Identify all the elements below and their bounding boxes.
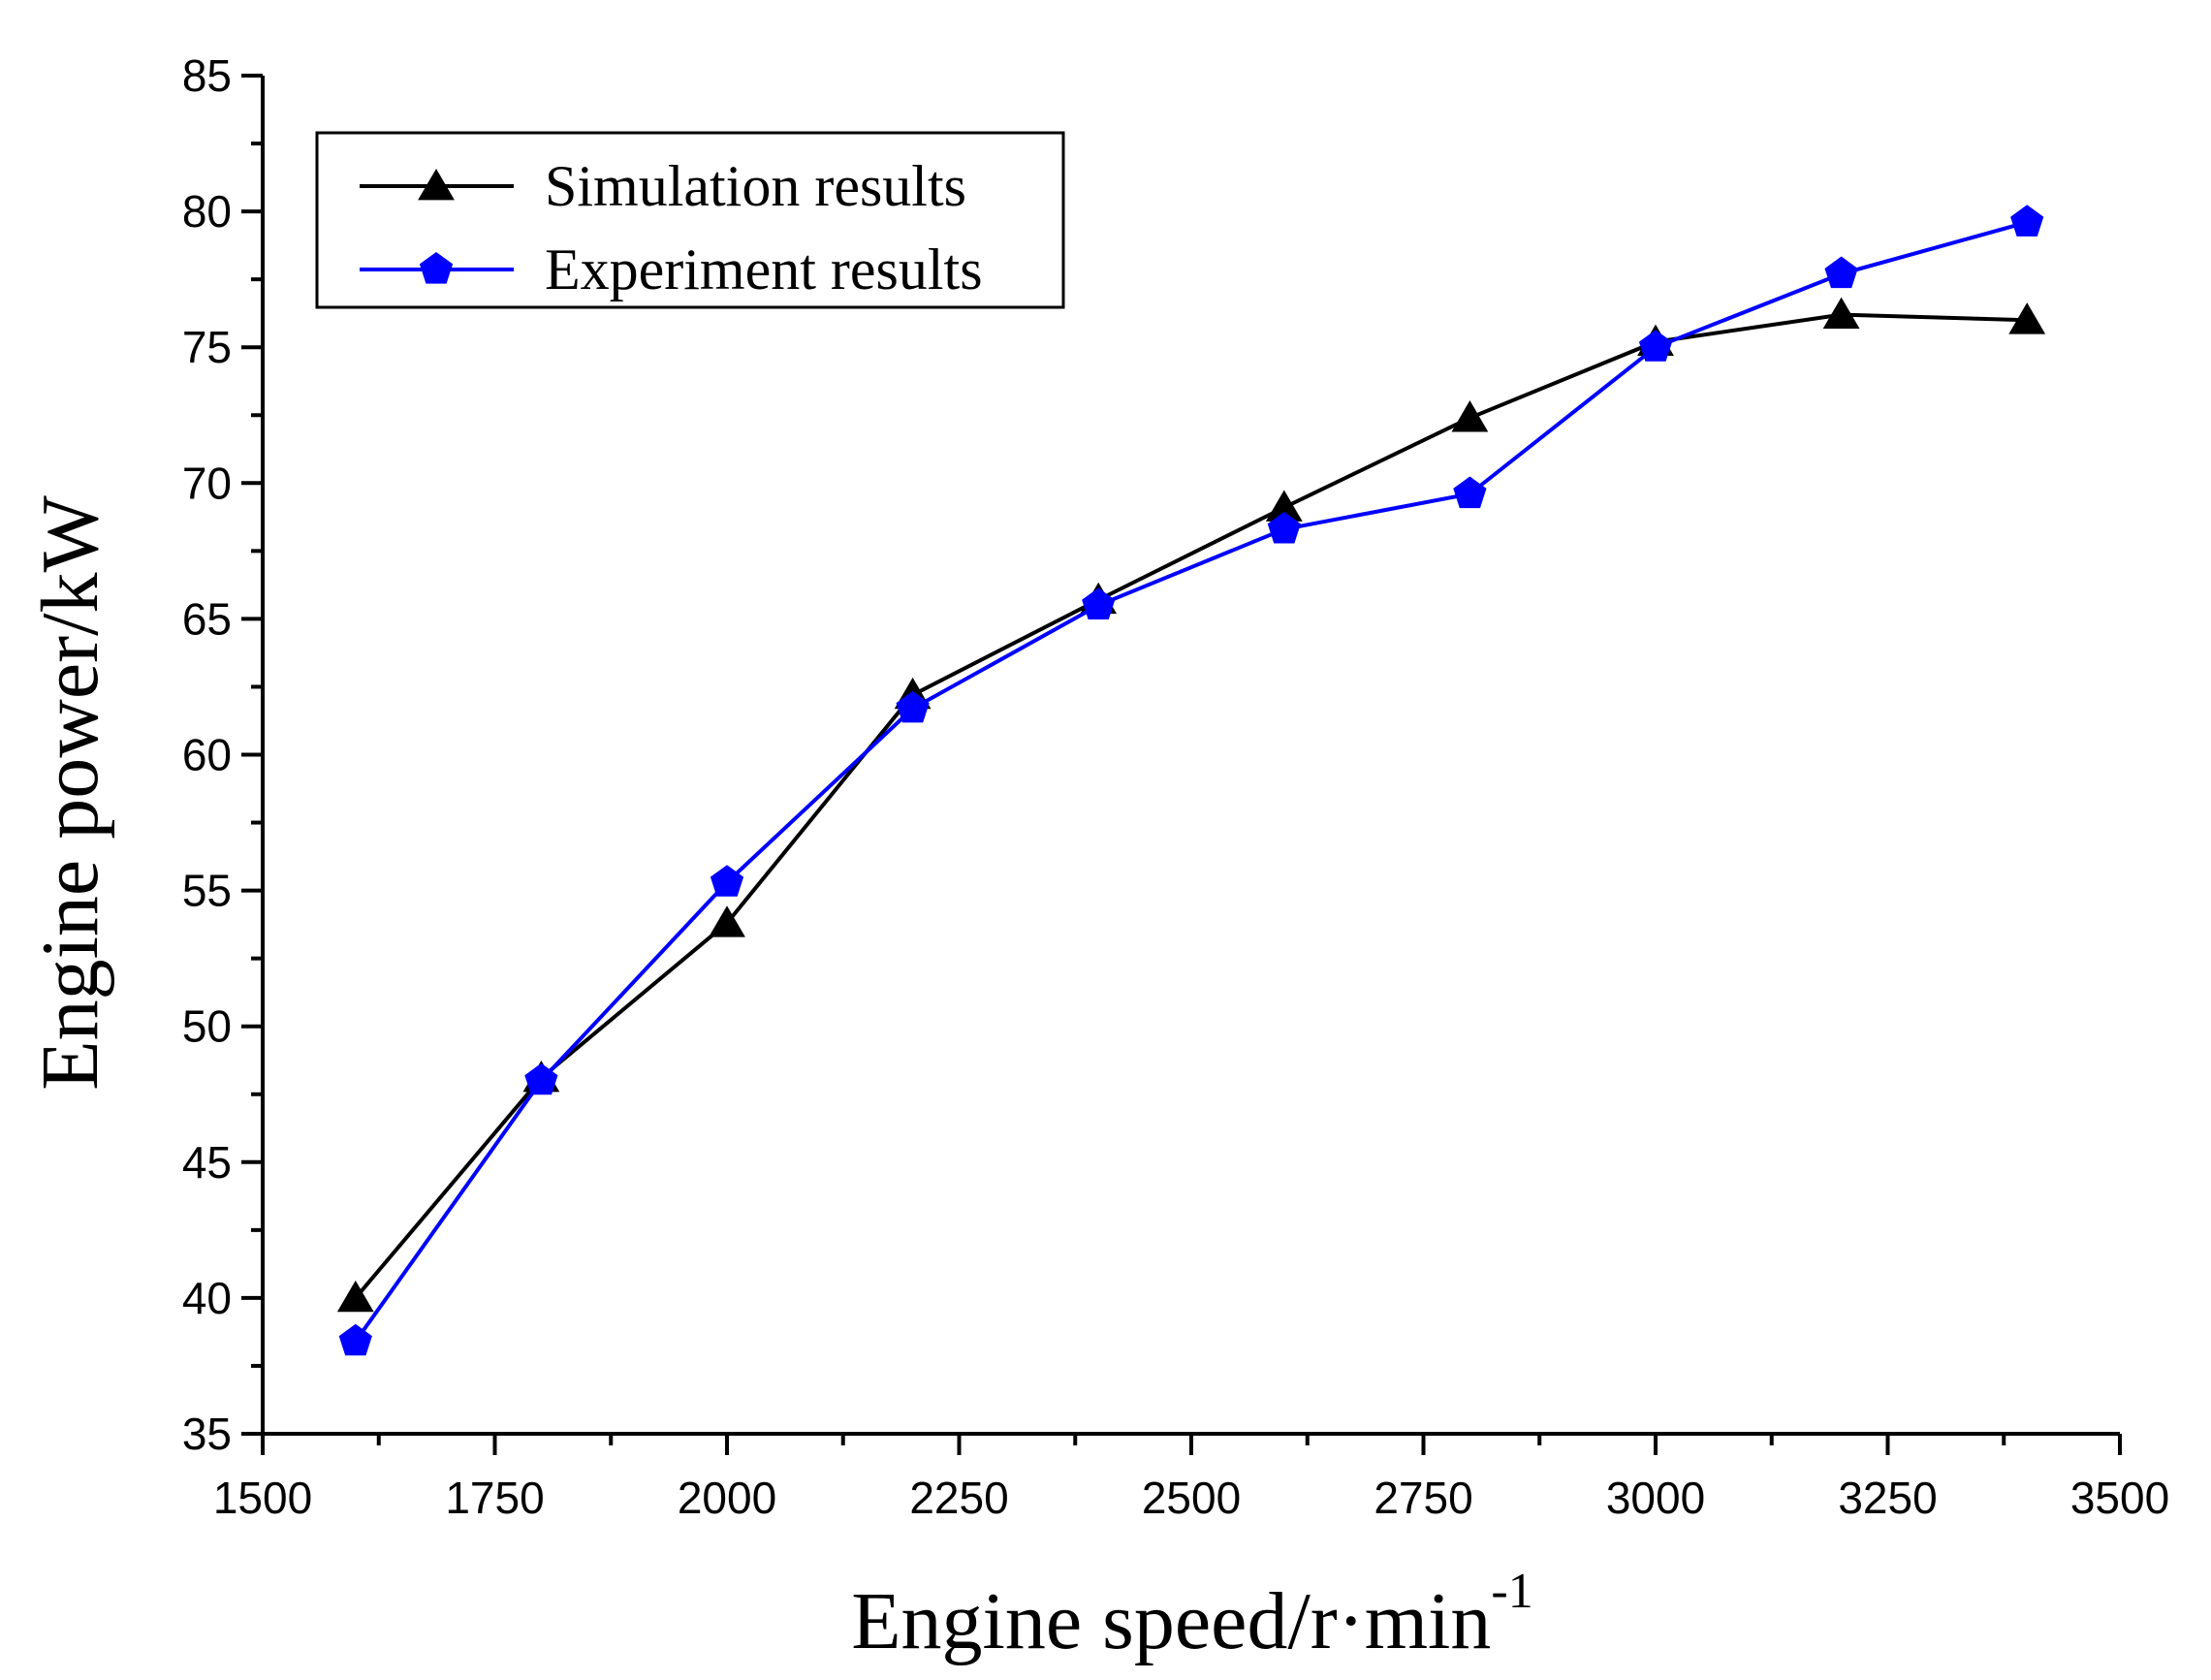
y-tick-label: 85 — [182, 50, 232, 101]
y-axis: 35 40 45 50 55 60 65 70 75 80 85 — [182, 50, 263, 1459]
pentagon-point — [710, 865, 744, 897]
triangle-point — [1265, 490, 1303, 522]
series-simulation — [336, 297, 2046, 1313]
y-tick-label: 45 — [182, 1137, 232, 1188]
y-axis-title: Engine power/kW — [25, 495, 115, 1091]
y-tick-label: 70 — [182, 458, 232, 508]
triangle-point — [1451, 400, 1489, 432]
y-tick-label: 80 — [182, 186, 232, 237]
pentagon-point — [1453, 476, 1487, 509]
x-tick-label: 2000 — [678, 1473, 776, 1523]
triangle-point — [2008, 302, 2046, 334]
pentagon-point — [1267, 511, 1301, 544]
y-tick-label: 75 — [182, 322, 232, 372]
x-tick-label: 2500 — [1142, 1473, 1241, 1523]
x-tick-label: 2250 — [909, 1473, 1008, 1523]
x-tick-label: 2750 — [1374, 1473, 1472, 1523]
series-layer — [336, 205, 2046, 1356]
legend-label: Simulation results — [545, 154, 966, 218]
series-line — [354, 220, 2028, 1343]
triangle-point — [709, 905, 745, 937]
pentagon-point — [524, 1062, 558, 1095]
x-tick-label: 1750 — [445, 1473, 544, 1523]
triangle-point — [336, 1280, 374, 1313]
pentagon-point — [896, 690, 930, 723]
x-tick-label: 3250 — [1838, 1473, 1937, 1523]
y-tick-label: 35 — [182, 1409, 232, 1459]
x-axis-title-superscript: -1 — [1491, 1564, 1532, 1619]
y-tick-label: 65 — [182, 593, 232, 644]
series-experiment — [338, 205, 2044, 1356]
pentagon-point — [1824, 256, 1858, 289]
legend-pentagon-marker — [419, 252, 454, 284]
legend: Simulation results Experiment results — [315, 131, 1065, 309]
pentagon-point — [2010, 205, 2044, 237]
y-tick-label: 50 — [182, 1001, 232, 1052]
pentagon-point — [338, 1323, 372, 1356]
series-line — [354, 312, 2028, 1300]
x-tick-label: 1500 — [213, 1473, 312, 1523]
pentagon-point — [1082, 587, 1116, 619]
y-tick-label: 40 — [182, 1273, 232, 1323]
pentagon-point — [1638, 330, 1673, 362]
y-tick-label: 55 — [182, 866, 232, 916]
x-tick-label: 3000 — [1606, 1473, 1705, 1523]
x-axis: 1500 1750 2000 2250 2500 2750 3000 3250 3500 — [213, 1434, 2169, 1523]
x-tick-label: 3500 — [2070, 1473, 2169, 1523]
x-axis-title: Engine speed/r·min-1 — [851, 1564, 1532, 1666]
legend-triangle-marker — [418, 169, 455, 201]
legend-label: Experiment results — [545, 238, 983, 301]
triangle-point — [1822, 297, 1860, 329]
x-axis-title-main: Engine speed/r·min — [851, 1576, 1491, 1666]
y-tick-label: 60 — [182, 730, 232, 780]
